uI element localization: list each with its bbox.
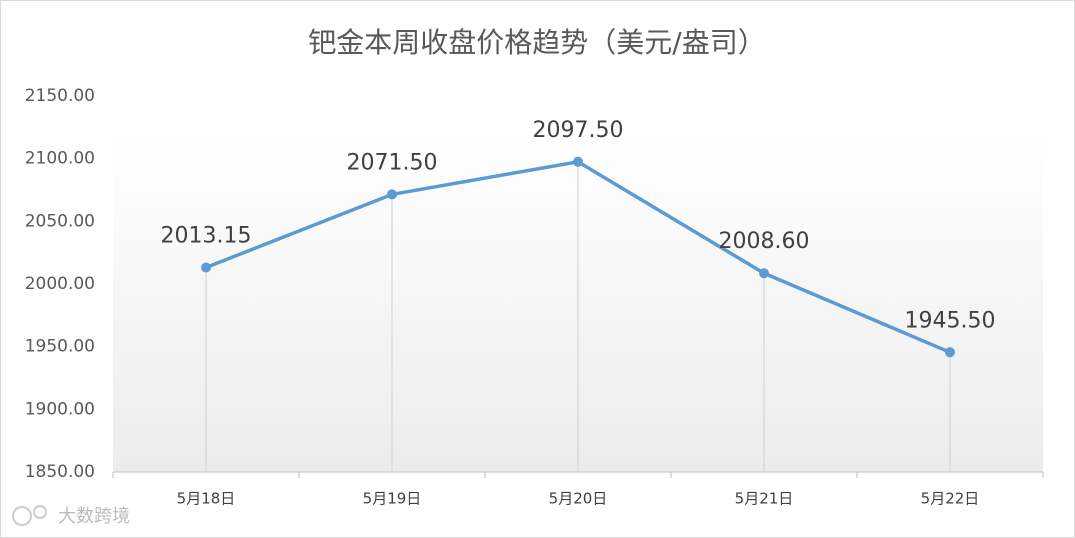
y-tick-label: 2000.00 <box>25 274 95 294</box>
y-tick-label: 1900.00 <box>25 399 95 419</box>
y-tick-label: 1850.00 <box>25 462 95 482</box>
y-tick-label: 2050.00 <box>25 211 95 231</box>
value-label: 2013.15 <box>161 224 252 249</box>
point <box>945 347 955 358</box>
value-label: 2071.50 <box>347 150 438 175</box>
y-tick-label: 1950.00 <box>25 337 95 357</box>
point <box>201 262 211 273</box>
point <box>387 189 397 200</box>
watermark-logo <box>33 505 47 519</box>
watermark: 大数跨境 <box>58 506 130 527</box>
point <box>573 156 583 167</box>
x-tick-label: 5月19日 <box>363 490 422 508</box>
chart-title: 钯金本周收盘价格趋势（美元/盎司） <box>308 26 765 59</box>
point <box>759 268 769 279</box>
x-tick-label: 5月20日 <box>549 490 608 508</box>
y-tick-label: 2100.00 <box>25 149 95 169</box>
x-tick-label: 5月22日 <box>921 490 980 508</box>
value-label: 2097.50 <box>533 118 624 143</box>
value-label: 1945.50 <box>905 308 996 333</box>
y-tick-label: 2150.00 <box>25 86 95 106</box>
x-tick-label: 5月18日 <box>177 490 236 508</box>
x-tick-label: 5月21日 <box>735 490 794 508</box>
watermark-logo <box>12 506 32 526</box>
value-label: 2008.60 <box>719 229 810 254</box>
